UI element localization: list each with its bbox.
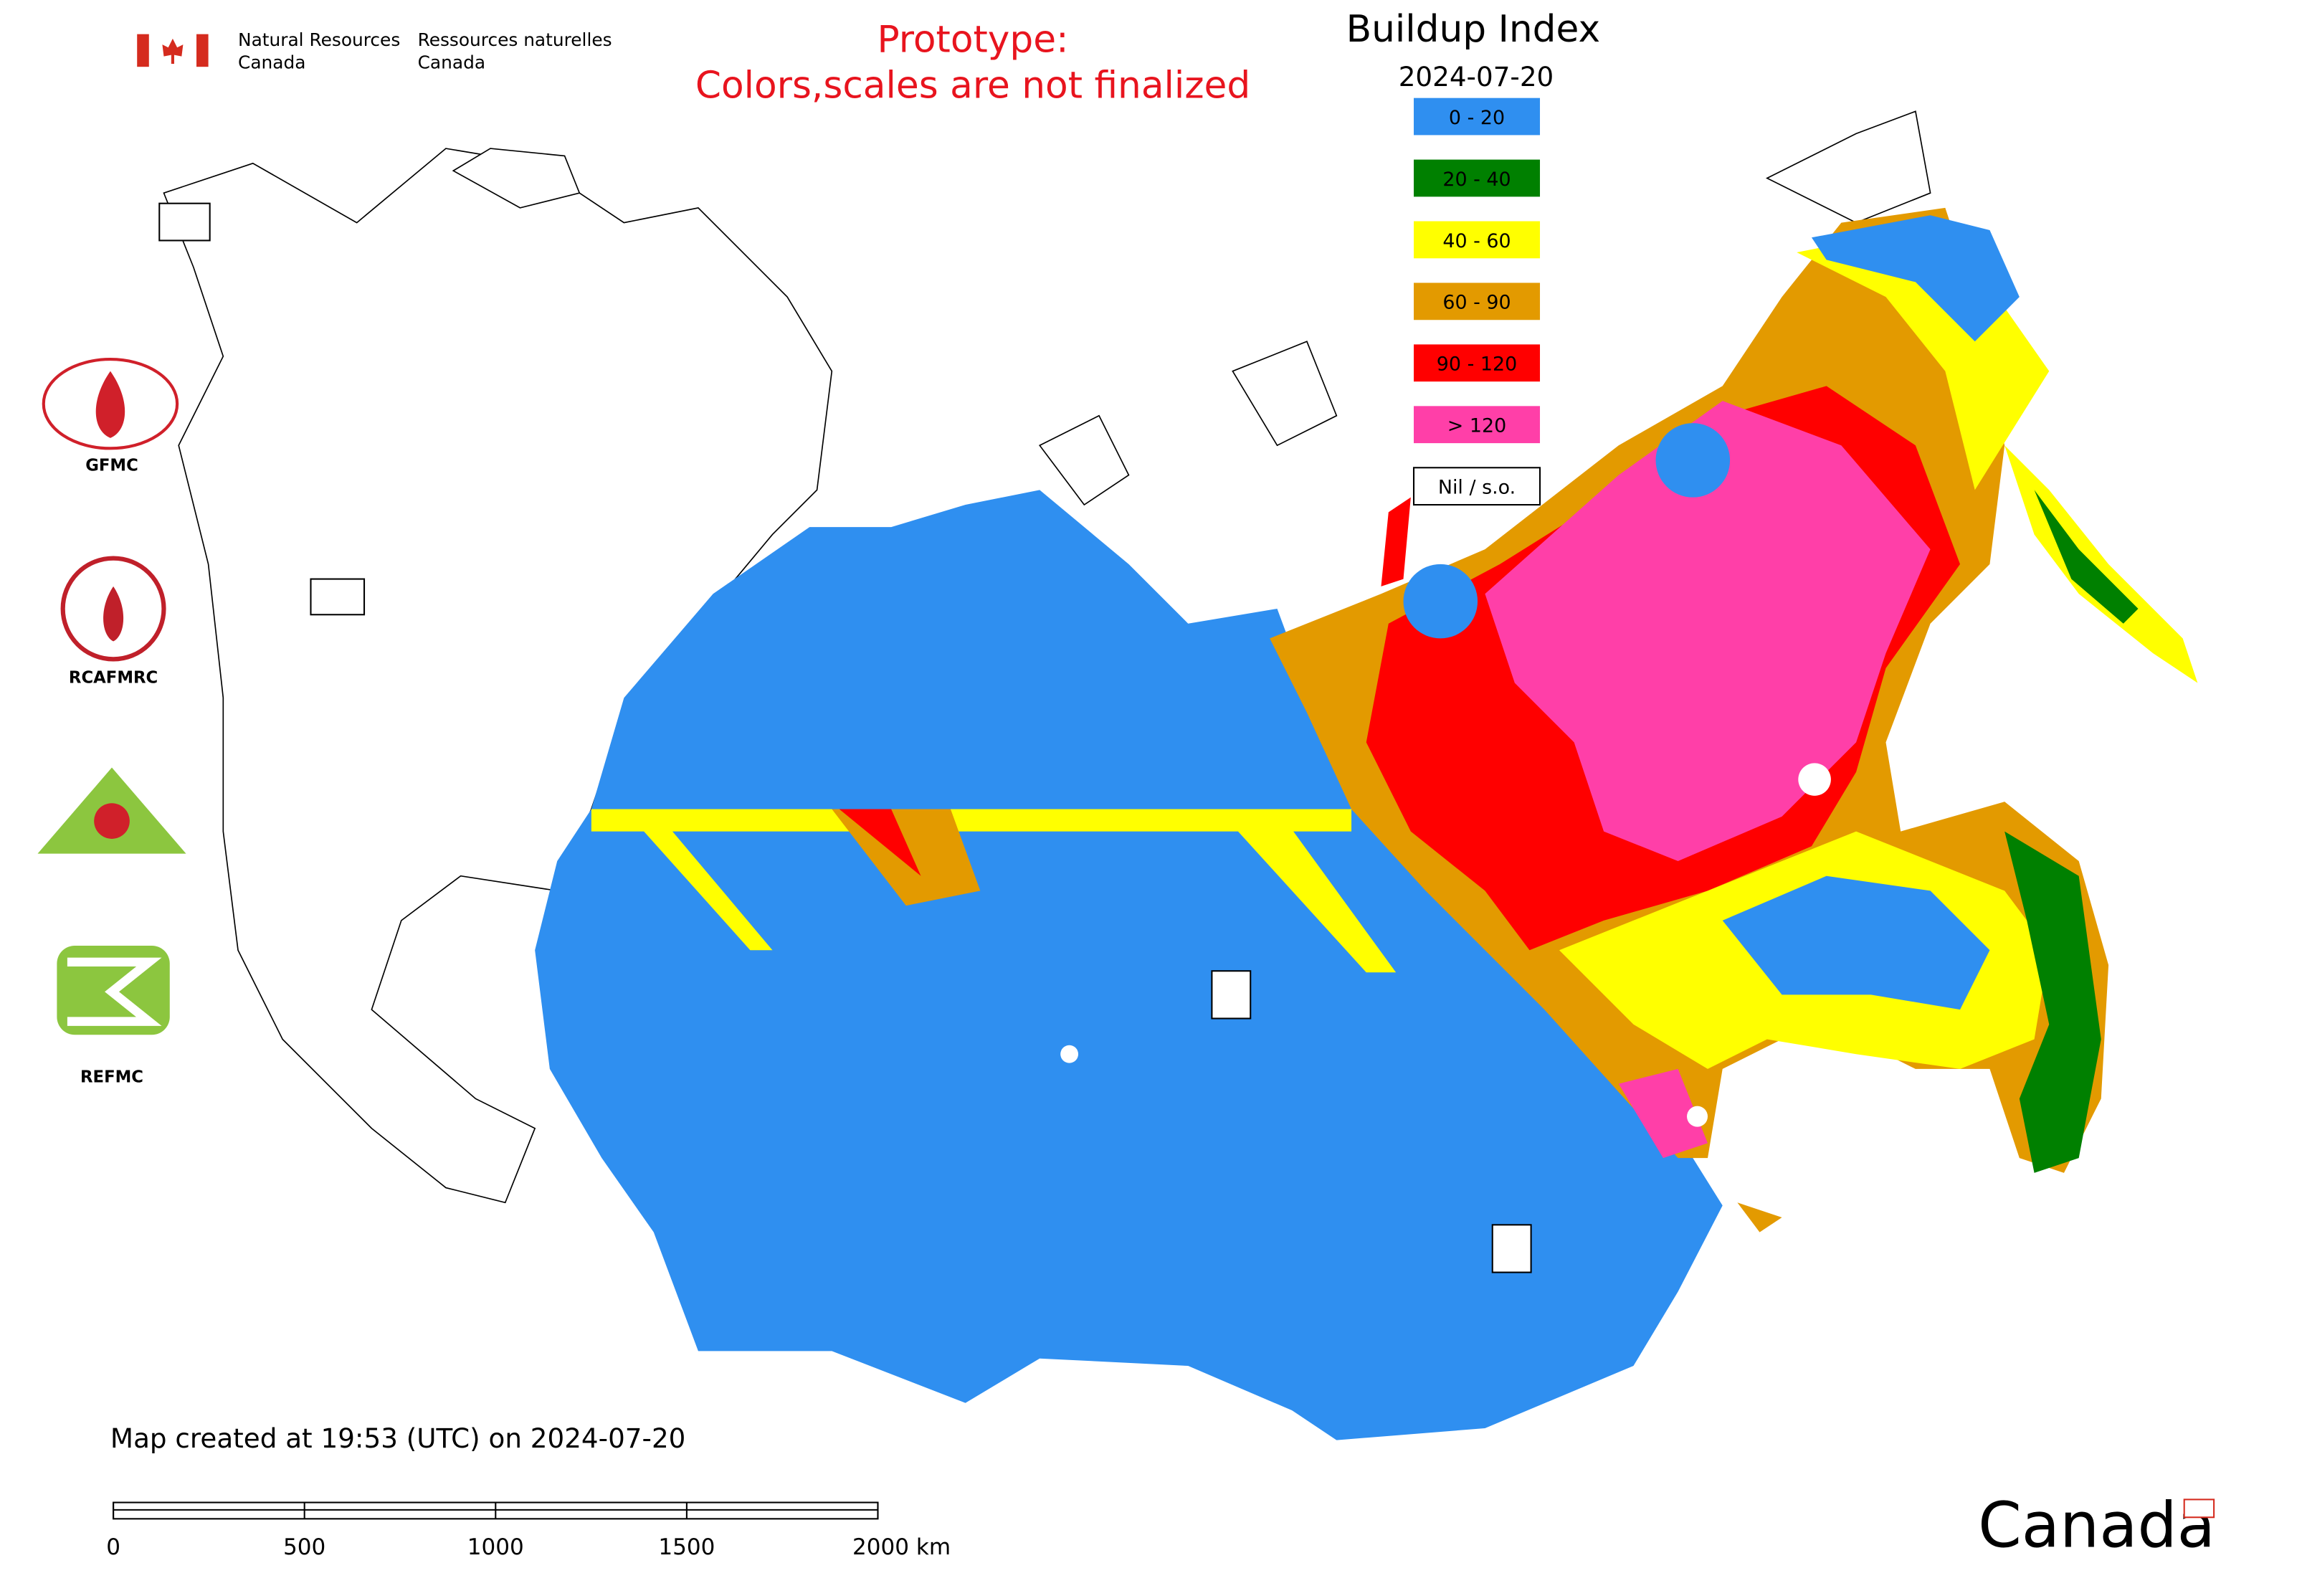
logo-label: GFMC: [85, 456, 138, 475]
zone-medium: [624, 809, 773, 951]
base-outline: [163, 110, 1931, 1204]
legend-label: 90 - 120: [1437, 353, 1517, 376]
legend-label: 60 - 90: [1442, 292, 1511, 314]
reefmc-flame: [94, 803, 130, 839]
legend-swatch: [1412, 467, 1541, 506]
logo-label: REFMC: [80, 1068, 143, 1087]
map-logo-box: [310, 578, 366, 616]
zone-low: [535, 490, 1723, 1440]
gov-signature: Natural Resources Canada Ressources natu…: [137, 29, 612, 72]
legend-label: 0 - 20: [1449, 107, 1505, 129]
scale-bar-label: 0: [106, 1534, 120, 1560]
zone-nil: [1798, 763, 1831, 796]
zone-very-high: [1381, 497, 1411, 586]
refmc-sigma: [67, 957, 162, 1026]
map-logo-box: [1211, 970, 1252, 1020]
legend: 0 - 20 20 - 40 40 - 60 60 - 90 90 - 120 > 120…: [1412, 98, 1541, 506]
index-zones: [535, 207, 2198, 1440]
zone-extreme: [1618, 1068, 1708, 1159]
agency-en: Natural Resources: [238, 29, 400, 50]
zone-low: [1722, 875, 1990, 1010]
flag-bar: [137, 34, 149, 67]
canada-wordmark: Canada: [1978, 1489, 2215, 1562]
maple-leaf: [162, 38, 184, 65]
legend-label: 20 - 40: [1442, 168, 1511, 191]
zone-nil: [1687, 1106, 1708, 1127]
wordmark-flag: [2183, 1498, 2215, 1519]
legend-swatch: [1414, 282, 1541, 320]
zone-moderate-low: [2034, 490, 2139, 624]
map-title: Buildup Index: [1346, 8, 1600, 51]
legend-label: > 120: [1447, 415, 1506, 437]
scale-bar-label: 1000: [467, 1534, 524, 1560]
scale-bar-label: 500: [283, 1534, 325, 1560]
map-logo-box: [158, 202, 211, 242]
zone-medium: [1217, 809, 1397, 973]
flag-bar: [196, 34, 209, 67]
zone-low: [1811, 215, 2020, 342]
zone-nil: [1060, 1045, 1079, 1063]
island-outline: [1232, 341, 1338, 447]
legend-swatch: [1414, 159, 1541, 197]
logo-label: RCAFMRC: [69, 669, 158, 688]
legend-swatch: [1414, 221, 1541, 259]
region-outline: [1765, 110, 1931, 224]
zone-moderate: [1737, 1202, 1782, 1232]
zone-low: [1403, 564, 1478, 639]
rcafmrc-flame: [103, 586, 124, 642]
gfmc-flame: [95, 371, 125, 438]
scale-bar-label: 2000 km: [852, 1534, 951, 1560]
agency-fr: Ressources naturelles: [418, 29, 612, 50]
region-outline: [452, 148, 581, 209]
region-outline: [163, 148, 833, 1204]
map-date: 2024-07-20: [1399, 61, 1554, 92]
zone-low: [1655, 423, 1731, 498]
agency-fr: Canada: [418, 52, 485, 72]
zone-medium: [2004, 445, 2198, 683]
notice: Prototype:: [877, 18, 1068, 61]
legend-swatch: [1414, 344, 1541, 382]
legend-label: 40 - 60: [1442, 230, 1511, 252]
notice: Colors,scales are not finalized: [695, 65, 1250, 108]
scale-bar-label: 1500: [658, 1534, 715, 1560]
zone-extreme: [1485, 401, 1931, 862]
legend-swatch: [1414, 406, 1541, 444]
side-logos: GFMC RCAFMRC REFMC: [37, 358, 186, 1087]
island-outline: [1038, 414, 1130, 506]
legend-swatch: [1414, 98, 1541, 136]
map-credit: Map created at 19:53 (UTC) on 2024-07-20: [110, 1422, 685, 1454]
zone-moderate-low: [2004, 831, 2101, 1173]
zone-medium: [591, 809, 1352, 832]
legend-label: Nil / s.o.: [1438, 477, 1516, 499]
agency-en: Canada: [238, 52, 305, 72]
scale-bar: 0 500 1000 1500 2000 km: [106, 1501, 951, 1560]
map-logo-box: [1491, 1224, 1532, 1273]
